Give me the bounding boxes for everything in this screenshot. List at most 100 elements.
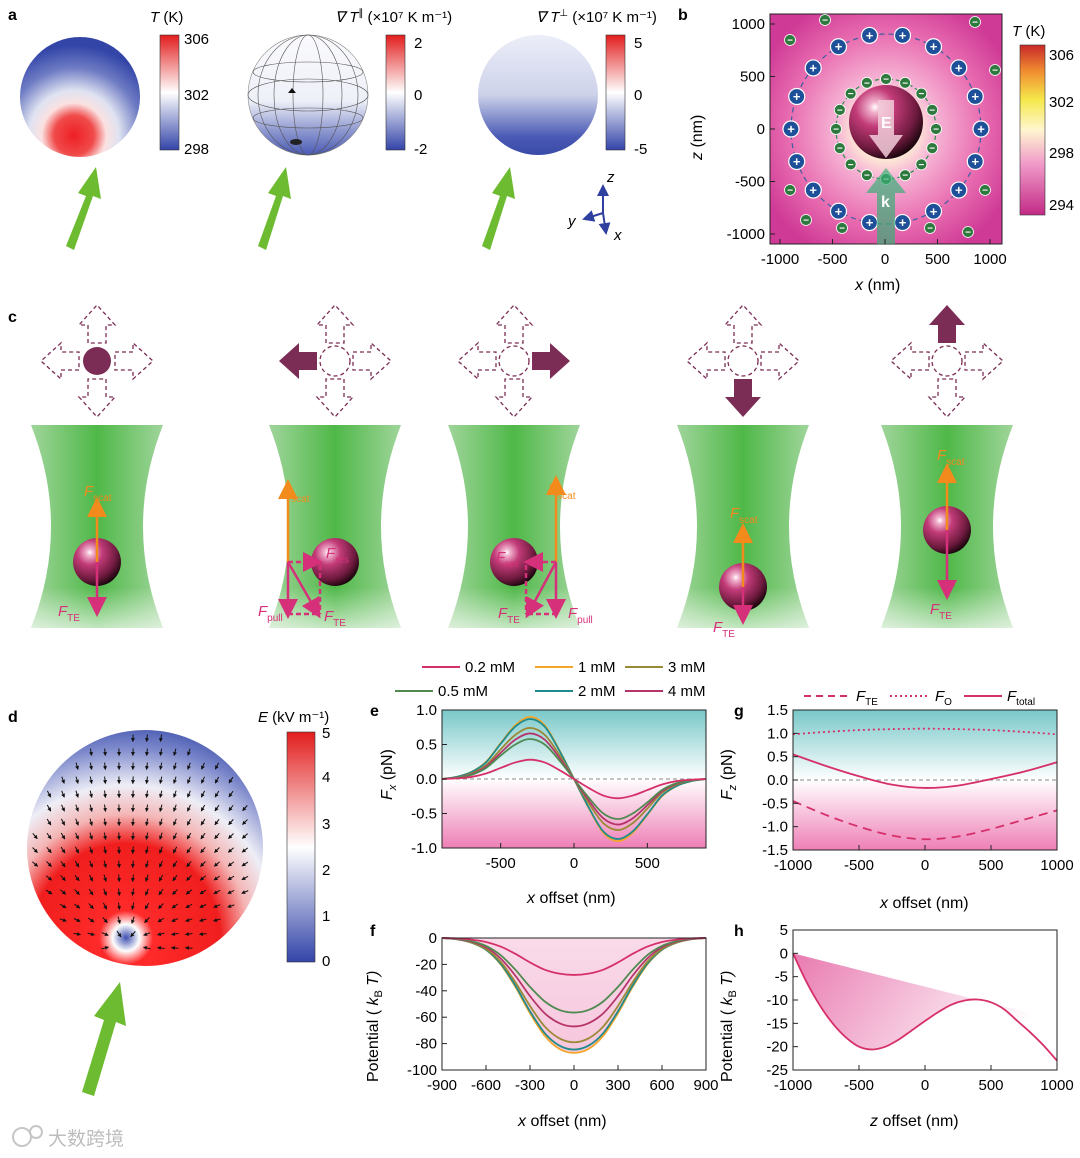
y-tick-label: -1.5 bbox=[762, 842, 788, 859]
positive-ion bbox=[966, 152, 984, 171]
negative-ion bbox=[969, 16, 981, 28]
force-label: Fscat bbox=[548, 481, 576, 502]
area-fill bbox=[442, 938, 706, 1053]
particle-outline-icon bbox=[319, 345, 351, 377]
negative-ion-sign: − bbox=[902, 171, 908, 182]
laser-arrow-icon bbox=[82, 982, 126, 1096]
positive-ion-sign: + bbox=[971, 154, 979, 169]
field-vector bbox=[186, 818, 192, 826]
field-vector bbox=[103, 804, 107, 813]
y-tick-label: 0 bbox=[780, 945, 788, 962]
force-label: Fpull bbox=[258, 603, 283, 624]
cb-d-tick: 4 bbox=[322, 769, 330, 786]
field-vector bbox=[199, 918, 207, 922]
field-vector bbox=[159, 762, 163, 771]
series-line bbox=[792, 952, 1058, 1062]
direction-arrow-icon bbox=[760, 341, 800, 381]
positive-ion-sign: + bbox=[971, 89, 979, 104]
field-vector bbox=[214, 762, 220, 770]
particle-outline-icon bbox=[727, 345, 759, 377]
field-vector bbox=[173, 790, 177, 798]
panel-h-ylabel: Potential ( kB T) bbox=[719, 971, 739, 1082]
field-vector bbox=[145, 846, 149, 854]
force-label: FTE bbox=[930, 601, 952, 622]
field-vector bbox=[199, 904, 207, 908]
negative-ion bbox=[830, 123, 842, 135]
x-tick-label: 500 bbox=[978, 1077, 1003, 1094]
field-vector bbox=[172, 860, 178, 868]
y-tick-label: 1.5 bbox=[767, 702, 788, 719]
field-vector bbox=[173, 776, 177, 784]
axis-y-label: y bbox=[567, 213, 577, 230]
field-vector bbox=[227, 904, 235, 908]
field-vector bbox=[199, 889, 207, 895]
hotspot-marker bbox=[290, 139, 302, 145]
y-tick-label: 0.0 bbox=[416, 771, 437, 788]
field-vector bbox=[103, 860, 107, 868]
panel-h: h -1000 -500 0 500 1000 5 0 -5 -10 -15 -20 -25 Pote… bbox=[719, 922, 1074, 1130]
positive-ion bbox=[788, 152, 806, 171]
y-tick-label: -1000 bbox=[727, 226, 765, 243]
negative-ion bbox=[880, 73, 892, 85]
field-vector bbox=[228, 833, 234, 839]
x-tick-label: 0 bbox=[570, 855, 578, 872]
panel-label-g: g bbox=[734, 703, 744, 720]
negative-ion bbox=[899, 76, 912, 89]
negative-ion-sign: − bbox=[822, 16, 828, 27]
x-tick-label: -500 bbox=[844, 857, 874, 874]
x-tick-label: 1000 bbox=[1040, 857, 1073, 874]
negative-ion bbox=[833, 142, 846, 155]
negative-ion-sign: − bbox=[929, 105, 935, 116]
field-vector bbox=[145, 762, 149, 771]
negative-ion-sign: − bbox=[918, 89, 924, 100]
negative-ion-sign: − bbox=[837, 144, 843, 155]
field-vector bbox=[74, 846, 80, 854]
panel-b-xlabel: x (nm) bbox=[854, 277, 900, 294]
field-vector bbox=[101, 946, 109, 950]
positive-ion-sign: + bbox=[793, 154, 801, 169]
positive-ion bbox=[788, 87, 806, 106]
force-label: Fpull bbox=[568, 605, 593, 626]
panel-label-a: a bbox=[8, 7, 17, 24]
negative-ion bbox=[930, 123, 942, 135]
positive-ion-sign: + bbox=[835, 39, 843, 54]
field-vector bbox=[228, 790, 234, 798]
panel-f-xlabel: x offset (nm) bbox=[517, 1113, 607, 1130]
field-vector bbox=[103, 748, 107, 757]
positive-ion bbox=[950, 181, 968, 199]
y-tick-label: -1.0 bbox=[762, 819, 788, 836]
field-vector bbox=[200, 818, 206, 826]
field-vector bbox=[173, 748, 177, 756]
y-tick-label: -10 bbox=[766, 992, 788, 1009]
panel-b-ylabel: z (nm) bbox=[689, 115, 706, 161]
field-vector bbox=[213, 861, 220, 867]
colorbar-normal-gradient bbox=[605, 34, 626, 151]
panel-label-d: d bbox=[8, 709, 18, 726]
field-vector bbox=[89, 804, 93, 812]
field-vector bbox=[228, 804, 234, 812]
legend-label-Ftotal: Ftotal bbox=[1007, 688, 1035, 708]
negative-ion bbox=[989, 64, 1001, 76]
panel-d: d E (kV m⁻¹) 5 4 3 2 1 0 bbox=[8, 709, 330, 1096]
x-tick-label: -500 bbox=[486, 855, 516, 872]
negative-ion-sign: − bbox=[927, 224, 933, 235]
axis-z-label: z bbox=[606, 169, 615, 186]
positive-ion-sign: + bbox=[809, 60, 817, 75]
field-vector bbox=[200, 790, 206, 798]
field-vector bbox=[172, 889, 178, 895]
normal-gradient-sphere bbox=[478, 35, 598, 155]
field-vector bbox=[103, 832, 107, 841]
field-vector bbox=[103, 790, 107, 799]
field-vector bbox=[159, 818, 163, 826]
field-vector bbox=[75, 790, 79, 798]
field-vector bbox=[131, 874, 135, 883]
y-tick-label: -25 bbox=[766, 1062, 788, 1079]
cb-a2-tick: -2 bbox=[414, 141, 427, 158]
positive-ion-sign: + bbox=[899, 28, 907, 43]
x-tick-label: -1000 bbox=[774, 1077, 812, 1094]
field-vector bbox=[145, 776, 149, 785]
field-vector bbox=[89, 860, 93, 868]
field-vector bbox=[184, 945, 193, 950]
field-vector bbox=[159, 776, 163, 785]
